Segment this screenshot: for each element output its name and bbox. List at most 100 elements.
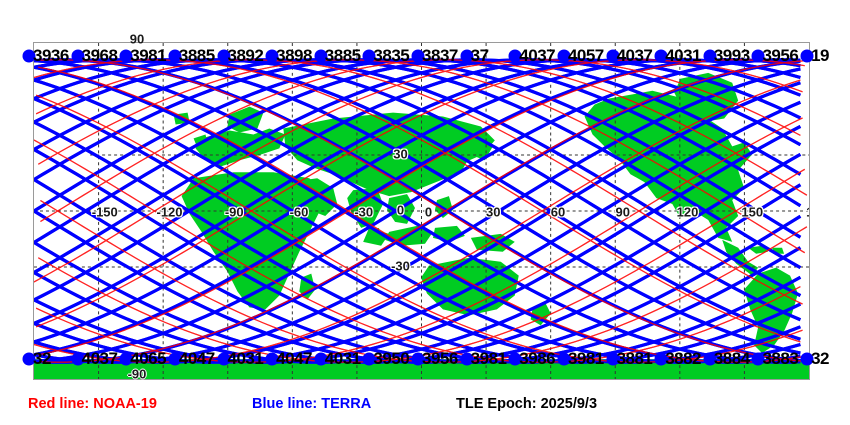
orbit-pass (35, 59, 803, 212)
altitude-label: 4057 (567, 46, 604, 65)
orbit-node-marker (314, 49, 328, 63)
longitude-label: 150 (741, 204, 764, 220)
altitude-label: 3885 (178, 46, 215, 65)
orbit-node-marker (606, 352, 620, 366)
orbit-node-marker (362, 49, 376, 63)
orbit-pass (35, 210, 803, 363)
orbit-node-marker (265, 49, 279, 63)
altitude-label: 4031 (665, 46, 702, 65)
longitude-label: -120 (156, 204, 183, 220)
orbit-node-marker (362, 352, 376, 366)
altitude-label: 3884 (713, 349, 750, 368)
altitude-label: 3968 (81, 46, 118, 65)
orbit-pass (34, 58, 802, 213)
world-map: -30 0 30 60 90 120 150 180 -150 -120 -90 -60 30 0 -30 (33, 42, 810, 380)
longitude-label: -150 (91, 204, 118, 220)
altitude-label: 4047 (276, 349, 312, 368)
legend: Red line: NOAA-19 Blue line: TERRA TLE Epo… (0, 396, 850, 420)
orbit-node-marker (119, 352, 133, 366)
longitude-label: -60 (289, 204, 309, 220)
orbit-node-marker (460, 49, 474, 63)
altitude-label: 3885 (324, 46, 361, 65)
orbit-pass (34, 58, 801, 213)
orbit-pass (38, 210, 805, 363)
orbit-node-marker (800, 49, 814, 63)
orbit-node-marker (71, 49, 85, 63)
longitude-label: 30 (486, 204, 501, 220)
orbit-pass (34, 58, 802, 213)
orbit-pass (34, 58, 802, 213)
orbit-pass (34, 210, 801, 363)
altitude-label: 3898 (276, 46, 312, 65)
altitude-label: 4037 (616, 46, 653, 65)
orbit-node-marker (314, 352, 328, 366)
altitude-label: 3837 (422, 46, 458, 65)
orbit-node-marker (557, 352, 571, 366)
altitude-label: 3956 (762, 46, 799, 65)
orbit-node-marker (751, 49, 765, 63)
orbit-node-marker (557, 49, 571, 63)
orbit-node-marker (217, 49, 231, 63)
orbit-node-marker (119, 49, 133, 63)
latitude-label: 0 (396, 202, 405, 218)
orbit-node-marker (751, 352, 765, 366)
altitude-label: 19 (811, 46, 830, 65)
orbit-node-marker (411, 352, 425, 366)
altitude-label: 3986 (519, 349, 556, 368)
orbit-pass (34, 209, 802, 364)
orbit-pass (38, 210, 805, 363)
latitude-label-north: 90 (129, 31, 145, 47)
orbit-node-marker (22, 352, 36, 366)
altitude-label: 3950 (373, 349, 410, 368)
legend-key-terra: Blue line: (252, 396, 318, 412)
longitude-label: -90 (224, 204, 244, 220)
legend-value-noaa19: NOAA-19 (93, 396, 157, 412)
orbit-pass (34, 58, 802, 213)
orbit-pass (38, 59, 805, 212)
altitude-label: 3956 (422, 349, 458, 368)
orbit-node-marker (411, 49, 425, 63)
legend-entry-terra: Blue line: TERRA (252, 396, 371, 412)
longitude-label: 180 (806, 205, 809, 220)
altitude-label: 4037 (81, 349, 118, 368)
orbit-node-marker (508, 352, 522, 366)
legend-entry-noaa19: Red line: NOAA-19 (28, 396, 157, 412)
latitude-label-south: -90 (127, 366, 147, 382)
altitude-label: 4037 (519, 46, 556, 65)
orbit-node-marker (800, 352, 814, 366)
orbit-pass (40, 59, 808, 212)
altitude-label: 3883 (762, 349, 799, 368)
orbit-pass (34, 59, 801, 212)
altitude-label: 4031 (324, 349, 361, 368)
orbit-pass (34, 209, 801, 364)
orbit-pass (38, 59, 805, 212)
orbit-node-marker (703, 352, 717, 366)
orbit-node-marker (22, 49, 36, 63)
orbit-pass (34, 58, 801, 213)
legend-key-noaa19: Red line: (28, 396, 90, 412)
altitude-label: 32 (811, 349, 830, 368)
orbit-pass (40, 210, 808, 363)
legend-value-terra: TERRA (321, 396, 372, 412)
altitude-labels-south: 32 4037 4065 4047 4031 4047 4031 3950 3956 3981 39… (33, 349, 850, 371)
altitude-label: 3981 (130, 46, 167, 65)
longitude-label: -30 (354, 204, 374, 220)
orbit-node-marker (703, 49, 717, 63)
orbit-node-marker (654, 352, 668, 366)
altitude-label: 37 (470, 46, 489, 65)
altitude-label: 4065 (130, 349, 167, 368)
longitude-label: 0 (424, 204, 433, 220)
altitude-label: 3882 (665, 349, 702, 368)
longitude-label: 120 (676, 204, 699, 220)
altitude-label: 4047 (178, 349, 215, 368)
altitude-label: 3981 (470, 349, 507, 368)
orbit-node-marker (606, 49, 620, 63)
orbit-node-marker (71, 352, 85, 366)
latitude-label: -30 (391, 258, 410, 274)
orbit-pass (35, 59, 803, 212)
orbit-node-marker (168, 352, 182, 366)
altitude-label: 4031 (227, 349, 264, 368)
noaa19-track-group (34, 59, 808, 363)
longitude-label: 60 (550, 204, 566, 220)
orbit-node-marker (460, 352, 474, 366)
